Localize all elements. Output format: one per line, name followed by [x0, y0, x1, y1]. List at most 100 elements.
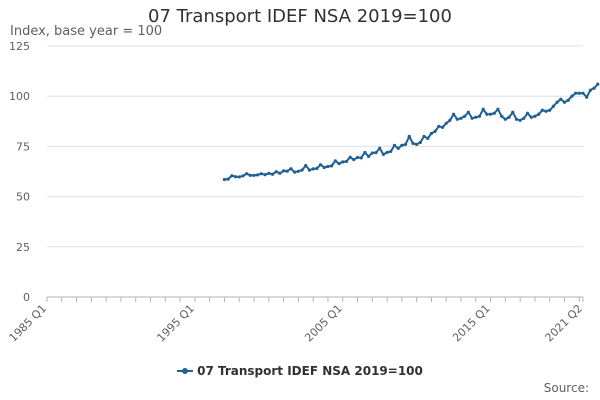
data-point	[596, 82, 600, 86]
y-tick-label: 100	[9, 90, 30, 103]
data-point	[333, 159, 337, 163]
data-point	[418, 140, 422, 144]
data-point	[330, 164, 334, 168]
data-point	[426, 136, 430, 140]
data-point	[326, 164, 330, 169]
data-point	[422, 134, 426, 138]
data-point	[407, 134, 411, 138]
data-point	[237, 175, 241, 179]
data-point	[370, 151, 374, 155]
legend: 07 Transport IDEF NSA 2019=100	[0, 364, 600, 379]
data-point	[459, 116, 463, 120]
data-point	[555, 100, 559, 104]
x-tick-label: 2005 Q1	[302, 302, 345, 345]
data-point	[337, 162, 341, 166]
data-point	[548, 108, 552, 112]
data-point	[374, 151, 378, 155]
data-point	[585, 95, 589, 99]
y-tick-label: 0	[23, 291, 30, 304]
data-point	[296, 169, 300, 173]
legend-label: 07 Transport IDEF NSA 2019=100	[197, 364, 423, 378]
data-point	[304, 163, 308, 168]
data-point	[588, 88, 592, 92]
data-point	[381, 152, 385, 157]
data-point	[488, 112, 493, 116]
x-tick-label: 1995 Q1	[154, 302, 197, 345]
data-point	[562, 100, 567, 104]
y-tick-label: 75	[16, 140, 30, 153]
data-point	[529, 115, 533, 119]
data-point	[518, 118, 522, 122]
data-point	[415, 142, 419, 146]
data-point	[533, 114, 537, 118]
data-point	[540, 108, 544, 112]
data-point	[256, 173, 260, 177]
x-tick-label: 1985 Q1	[7, 302, 50, 345]
x-tick-label: 2021 Q2	[543, 302, 586, 345]
data-point	[437, 124, 441, 128]
data-point	[544, 109, 548, 113]
data-point	[378, 146, 382, 150]
data-point	[581, 91, 585, 95]
data-point	[359, 156, 363, 160]
data-point	[496, 107, 500, 111]
data-point	[341, 160, 345, 164]
data-point	[367, 154, 371, 159]
data-point	[444, 121, 448, 125]
data-point	[285, 169, 289, 173]
data-point	[500, 114, 504, 118]
legend-item[interactable]: 07 Transport IDEF NSA 2019=100	[177, 364, 423, 378]
y-tick-label: 50	[16, 191, 30, 204]
data-point	[300, 168, 304, 172]
data-point	[396, 146, 400, 151]
data-point	[433, 129, 437, 133]
data-point	[263, 173, 267, 177]
x-tick-label: 2015 Q1	[450, 302, 493, 345]
data-point	[385, 150, 389, 155]
data-point	[267, 171, 271, 175]
data-point	[503, 117, 507, 121]
data-point	[318, 163, 323, 167]
data-point	[307, 168, 312, 172]
data-point	[363, 150, 367, 155]
data-point	[252, 173, 256, 177]
data-point	[525, 111, 530, 115]
data-point	[463, 114, 467, 118]
data-point	[474, 115, 478, 119]
data-point	[311, 167, 315, 171]
data-point	[400, 143, 404, 147]
data-point	[477, 114, 482, 118]
data-point	[466, 110, 471, 114]
data-point	[492, 111, 496, 115]
data-point	[355, 155, 360, 160]
data-point	[352, 158, 356, 162]
data-point	[322, 165, 326, 170]
data-point	[429, 131, 434, 135]
data-point	[514, 117, 519, 121]
data-point	[278, 171, 282, 175]
data-point	[455, 117, 459, 121]
data-point	[245, 172, 249, 176]
chart-title: 07 Transport IDEF NSA 2019=100	[148, 6, 452, 27]
data-point	[448, 118, 452, 122]
legend-line-marker-icon	[177, 366, 194, 376]
data-point	[241, 174, 245, 178]
source-label: Source:	[543, 381, 589, 395]
data-point	[222, 177, 227, 182]
data-point	[537, 112, 541, 116]
data-point	[259, 172, 263, 176]
data-point	[226, 177, 230, 181]
data-point	[511, 110, 515, 114]
y-tick-label: 25	[16, 241, 30, 254]
data-point	[344, 159, 349, 164]
data-point	[485, 112, 489, 116]
data-point	[411, 141, 415, 145]
data-point	[592, 86, 596, 90]
y-axis-label: Index, base year = 100	[10, 24, 163, 39]
data-point	[293, 170, 297, 174]
data-point	[315, 166, 319, 171]
data-point	[452, 112, 456, 116]
data-point	[392, 143, 397, 147]
data-point	[248, 173, 252, 177]
